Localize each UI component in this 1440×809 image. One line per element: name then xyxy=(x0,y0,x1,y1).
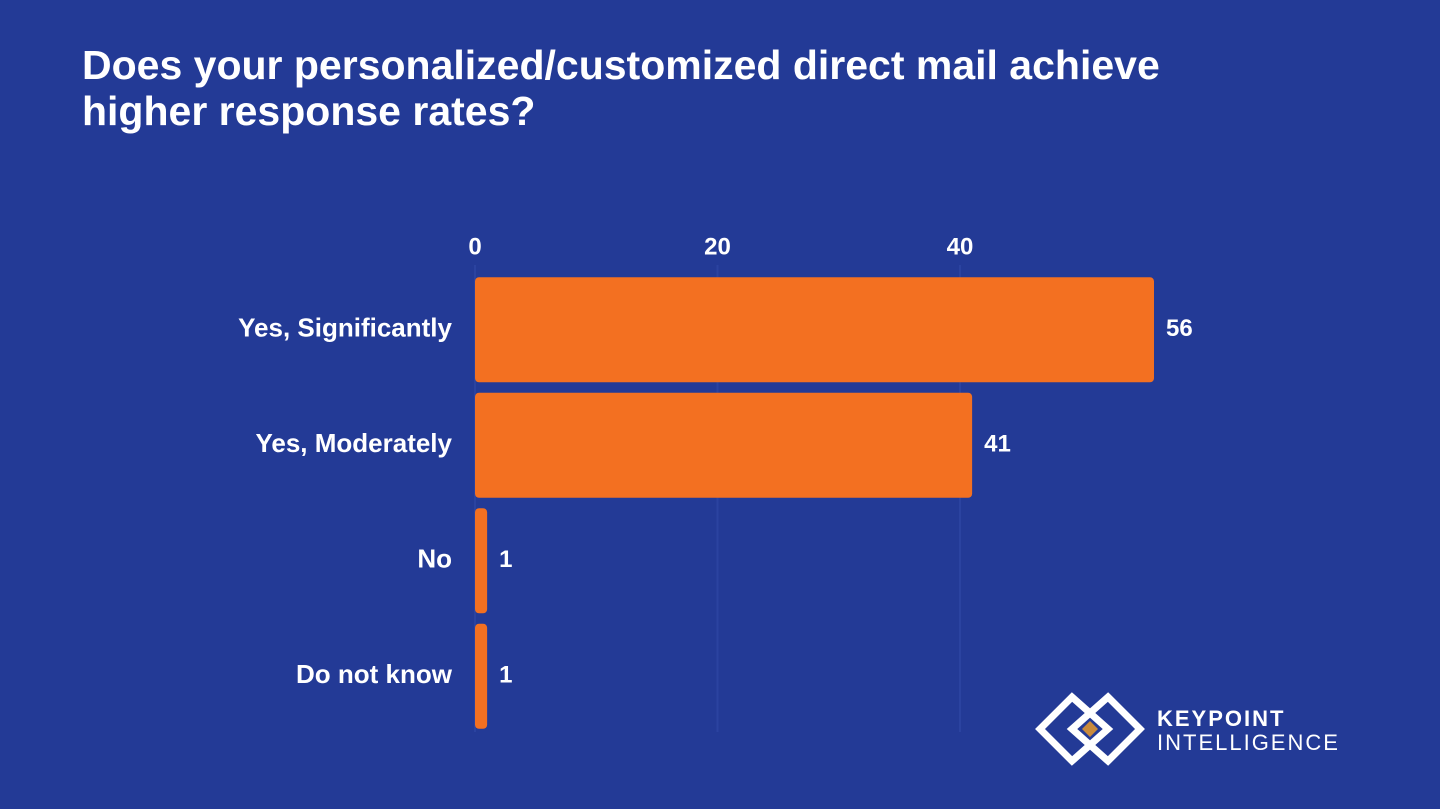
y-tick-label: No xyxy=(417,544,452,574)
bar xyxy=(475,508,488,614)
value-label: 1 xyxy=(499,546,512,573)
x-tick-label: 40 xyxy=(947,233,974,260)
y-tick-label: Yes, Significantly xyxy=(238,313,452,343)
y-tick-label: Yes, Moderately xyxy=(255,428,452,458)
logo-text: KEYPOINT xyxy=(1157,706,1285,731)
x-tick-label: 20 xyxy=(704,233,731,260)
bar xyxy=(475,277,1154,383)
x-tick-label: 0 xyxy=(468,233,481,260)
value-label: 41 xyxy=(984,431,1011,458)
y-tick-label: Do not know xyxy=(296,659,453,689)
chart-title: Does your personalized/customized direct… xyxy=(82,42,1160,134)
logo-icon xyxy=(1035,692,1145,766)
logo-text: INTELLIGENCE xyxy=(1157,730,1340,755)
value-label: 56 xyxy=(1166,315,1193,342)
bar xyxy=(475,623,488,729)
bar xyxy=(475,392,973,498)
value-label: 1 xyxy=(499,662,512,689)
